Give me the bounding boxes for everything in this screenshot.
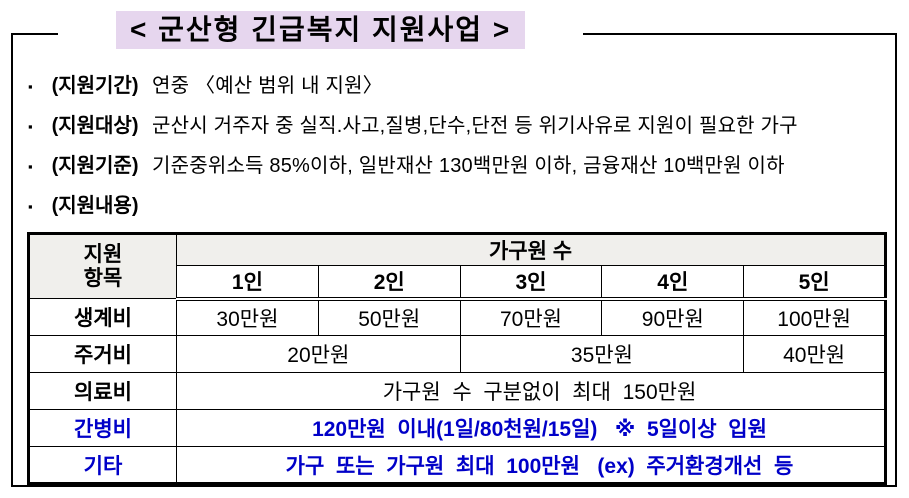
header-support-item: 지원 항목	[28, 233, 177, 299]
bullet-item-target: ▪ (지원대상) 군산시 거주자 중 실직.사고,질병,단수,단전 등 위기사유…	[28, 106, 888, 146]
bullet-label: (지원기간)	[51, 75, 139, 97]
row-label-medical: 의료비	[28, 372, 177, 410]
header-support-item-line1: 지원	[83, 243, 123, 267]
housing-1-2person: 20만원	[176, 335, 461, 373]
living-4person: 90만원	[601, 298, 745, 336]
page-title: < 군산형 긴급복지 지원사업 >	[58, 11, 584, 49]
living-2person: 50만원	[317, 298, 461, 336]
living-5person: 100만원	[743, 298, 887, 336]
bullet-square-icon: ▪	[28, 159, 33, 174]
bullet-label: (지원내용)	[51, 195, 139, 217]
bullet-square-icon: ▪	[28, 199, 33, 214]
bullet-text: 연중 〈예산 범위 내 지원〉	[152, 75, 383, 97]
bullet-square-icon: ▪	[28, 79, 33, 94]
header-support-item-line2: 항목	[83, 266, 123, 290]
row-label-nursing: 간병비	[28, 409, 177, 447]
living-3person: 70만원	[459, 298, 603, 336]
header-household-size: 가구원 수	[175, 233, 887, 266]
table-row-medical-cost: 의료비 가구원 수 구분없이 최대 150만원	[28, 372, 887, 410]
nursing-cost-note: 120만원 이내(1일/80천원/15일) ※ 5일이상 입원	[175, 409, 887, 447]
medical-cost-note: 가구원 수 구분없이 최대 150만원	[175, 372, 887, 410]
bullet-item-criteria: ▪ (지원기준) 기준중위소득 85%이하, 일반재산 130백만원 이하, 금…	[28, 146, 888, 186]
bullet-item-content: ▪ (지원내용)	[28, 186, 888, 226]
bullet-list: ▪ (지원기간) 연중 〈예산 범위 내 지원〉 ▪ (지원대상) 군산시 거주…	[28, 66, 888, 226]
bullet-label: (지원대상)	[51, 115, 139, 137]
header-col-4person: 4인	[601, 265, 745, 301]
table-row-housing-cost: 주거비 20만원 35만원 40만원	[28, 335, 887, 373]
row-label-housing: 주거비	[28, 335, 177, 373]
housing-5person: 40만원	[743, 335, 887, 373]
row-label-living: 생계비	[28, 298, 177, 336]
bullet-label: (지원기준)	[51, 155, 139, 177]
table-row-etc: 기타 가구 또는 가구원 최대 100만원 (ex) 주거환경개선 등	[28, 446, 887, 484]
bullet-text: 군산시 거주자 중 실직.사고,질병,단수,단전 등 위기사유로 지원이 필요한…	[152, 115, 798, 137]
housing-3-4person: 35만원	[459, 335, 745, 373]
header-col-5person: 5인	[743, 265, 887, 301]
row-label-etc: 기타	[28, 446, 177, 484]
table-row-group-header: 지원 항목 가구원 수	[28, 233, 887, 299]
bullet-text: 기준중위소득 85%이하, 일반재산 130백만원 이하, 금융재산 10백만원…	[152, 155, 785, 177]
page-title-text: < 군산형 긴급복지 지원사업 >	[116, 11, 526, 49]
header-col-1person: 1인	[176, 265, 319, 301]
table-row-living-cost: 생계비 30만원 50만원 70만원 90만원 100만원	[28, 298, 887, 336]
bullet-square-icon: ▪	[28, 119, 33, 134]
table-row-column-headers: 1인 2인 3인 4인 5인	[29, 265, 887, 301]
table-row-nursing-cost: 간병비 120만원 이내(1일/80천원/15일) ※ 5일이상 입원	[28, 409, 887, 447]
bullet-item-period: ▪ (지원기간) 연중 〈예산 범위 내 지원〉	[28, 66, 888, 106]
support-amount-table: 지원 항목 가구원 수 1인 2인 3인 4인 5인 생계비 30만원 50만원…	[27, 232, 888, 485]
etc-note: 가구 또는 가구원 최대 100만원 (ex) 주거환경개선 등	[175, 446, 887, 484]
header-col-3person: 3인	[459, 265, 603, 301]
header-col-2person: 2인	[317, 265, 461, 301]
living-1person: 30만원	[176, 298, 319, 336]
